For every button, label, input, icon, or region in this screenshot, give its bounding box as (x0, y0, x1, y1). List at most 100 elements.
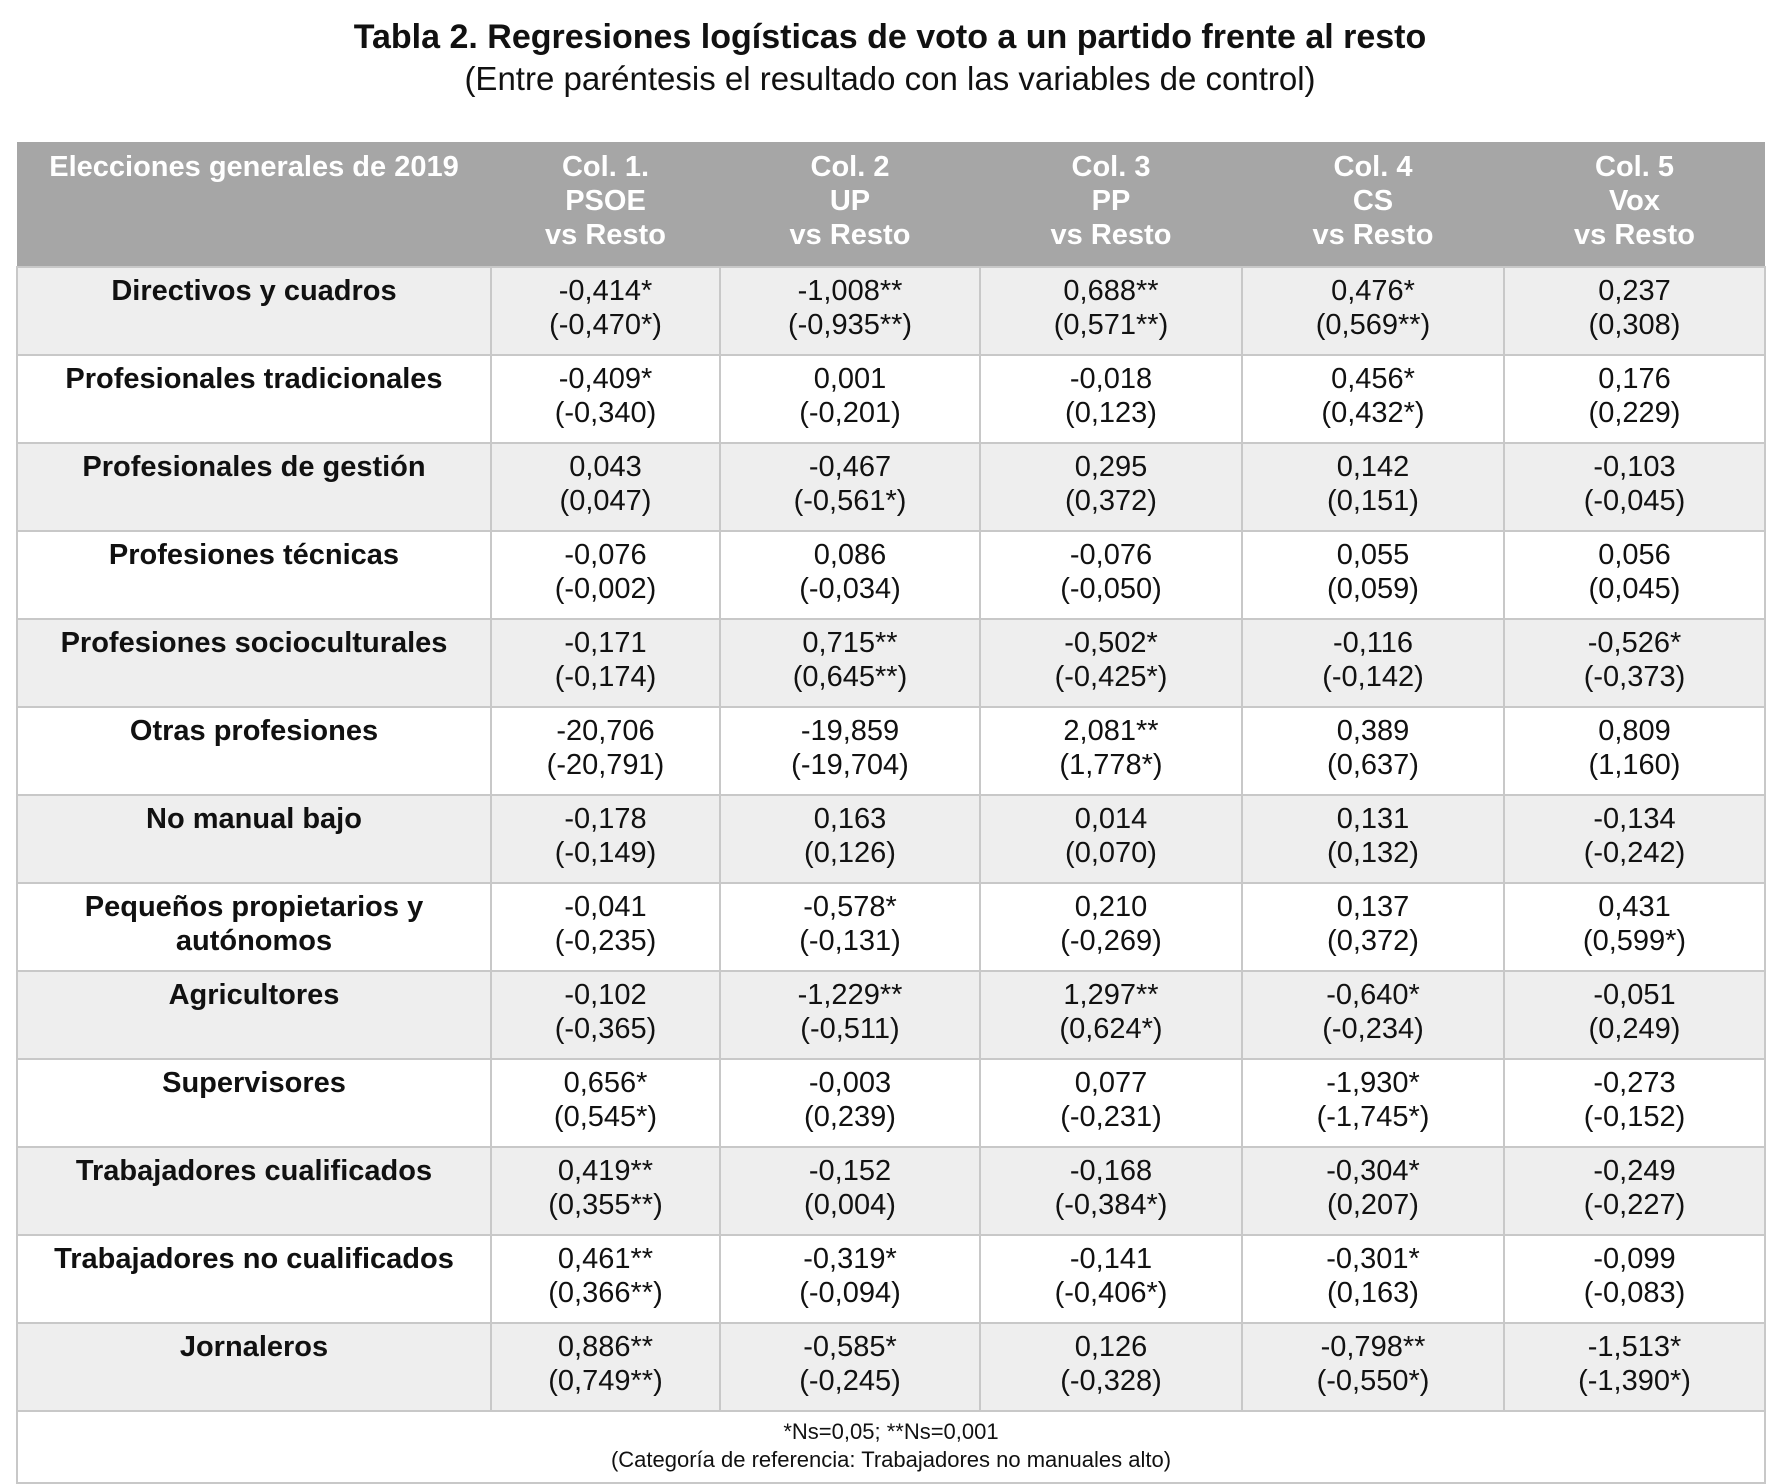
row-label-text: Pequeños propietarios y (84, 891, 424, 923)
coefficient-cell: 0,137 (0,372) (1241, 882, 1505, 972)
coefficient-cell: -0,467 (-0,561*) (719, 442, 981, 532)
coefficient-cell: -1,008** (-0,935**) (719, 266, 981, 356)
coefficient-value: -0,319* (803, 1243, 897, 1275)
coefficient-controlled-value: (0,004) (804, 1189, 896, 1221)
table-row: No manual bajo -0,178 (-0,149) 0,163 (0,126)… (16, 794, 1766, 884)
coefficient-controlled-value: (0,432*) (1321, 397, 1425, 429)
coefficient-cell: 0,043 (0,047) (490, 442, 721, 532)
row-label-text: Trabajadores cualificados (75, 1155, 433, 1187)
coefficient-value: 0,142 (1336, 451, 1410, 483)
coefficient-controlled-value: (-0,235) (554, 925, 657, 957)
table-title: Tabla 2. Regresiones logísticas de voto … (353, 18, 1427, 56)
row-label-text: autónomos (175, 925, 333, 957)
coefficient-cell: 0,126 (-0,328) (979, 1322, 1243, 1412)
coefficient-value: -0,018 (1069, 363, 1153, 395)
row-label: Profesiones técnicas (16, 530, 492, 620)
coefficient-cell: 0,014 (0,070) (979, 794, 1243, 884)
coefficient-value: -0,102 (564, 979, 647, 1011)
coefficient-value: -0,414* (558, 275, 653, 307)
row-label: Trabajadores cualificados (16, 1146, 492, 1236)
coefficient-cell: -1,229** (-0,511) (719, 970, 981, 1060)
coefficient-controlled-value: (-0,149) (554, 837, 657, 869)
coefficient-value: 0,656* (563, 1067, 648, 1099)
coefficient-cell: 2,081** (1,778*) (979, 706, 1243, 796)
coefficient-cell: 0,131 (0,132) (1241, 794, 1505, 884)
coefficient-value: 0,055 (1336, 539, 1410, 571)
coefficient-controlled-value: (0,569**) (1315, 309, 1431, 341)
coefficient-cell: 0,237 (0,308) (1503, 266, 1766, 356)
coefficient-value: 0,056 (1598, 539, 1671, 571)
header-col-4: Col. 4 CS vs Resto (1242, 142, 1504, 267)
coefficient-value: -0,578* (803, 891, 897, 923)
header-col-3: Col. 3 PP vs Resto (980, 142, 1242, 267)
coefficient-cell: -0,798** (-0,550*) (1241, 1322, 1505, 1412)
coefficient-value: 0,137 (1336, 891, 1410, 923)
coefficient-controlled-value: (0,123) (1065, 397, 1157, 429)
coefficient-cell: -0,103 (-0,045) (1503, 442, 1766, 532)
coefficient-cell: -0,414* (-0,470*) (490, 266, 721, 356)
coefficient-cell: 0,431 (0,599*) (1503, 882, 1766, 972)
row-label: Directivos y cuadros (16, 266, 492, 356)
coefficient-cell: -0,003 (0,239) (719, 1058, 981, 1148)
table-row: Trabajadores no cualificados 0,461** (0,36… (16, 1234, 1766, 1324)
row-label-text: No manual bajo (146, 803, 362, 835)
coefficient-value: 0,086 (813, 539, 887, 571)
coefficient-controlled-value: (0,571**) (1053, 309, 1169, 341)
coefficient-controlled-value: (-1,390*) (1578, 1365, 1691, 1397)
coefficient-controlled-value: (0,249) (1588, 1013, 1681, 1045)
coefficient-value: -0,134 (1593, 803, 1676, 835)
coefficient-value: 0,809 (1598, 715, 1671, 747)
coefficient-value: -0,798** (1320, 1331, 1426, 1363)
coefficient-controlled-value: (0,047) (559, 485, 652, 517)
coefficient-controlled-value: (-0,340) (554, 397, 657, 429)
coefficient-cell: 0,656* (0,545*) (490, 1058, 721, 1148)
coefficient-controlled-value: (-0,094) (799, 1277, 901, 1309)
coefficient-cell: -0,301* (0,163) (1241, 1234, 1505, 1324)
header-row: Elecciones generales de 2019 Col. 1. PSOE… (17, 142, 1765, 267)
regression-table: Elecciones generales de 2019 Col. 1. PSOE… (16, 142, 1766, 1484)
coefficient-controlled-value: (0,059) (1327, 573, 1419, 605)
coefficient-controlled-value: (-0,511) (800, 1013, 900, 1045)
coefficient-controlled-value: (-20,791) (546, 749, 665, 781)
header-col-2: Col. 2 UP vs Resto (720, 142, 980, 267)
coefficient-cell: -0,273 (-0,152) (1503, 1058, 1766, 1148)
coefficient-value: 1,297** (1063, 979, 1159, 1011)
coefficient-controlled-value: (0,749**) (548, 1365, 663, 1397)
coefficient-cell: -0,041 (-0,235) (490, 882, 721, 972)
coefficient-value: -1,930* (1326, 1067, 1420, 1099)
coefficient-cell: 0,163 (0,126) (719, 794, 981, 884)
coefficient-controlled-value: (0,645**) (792, 661, 908, 693)
coefficient-value: 0,886** (557, 1331, 654, 1363)
coefficient-cell: 0,688** (0,571**) (979, 266, 1243, 356)
coefficient-value: 0,176 (1598, 363, 1671, 395)
coefficient-value: -0,640* (1326, 979, 1420, 1011)
coefficient-cell: -1,930* (-1,745*) (1241, 1058, 1505, 1148)
row-label: Supervisores (16, 1058, 492, 1148)
coefficient-cell: -0,502* (-0,425*) (979, 618, 1243, 708)
coefficient-cell: 0,001 (-0,201) (719, 354, 981, 444)
coefficient-cell: -0,319* (-0,094) (719, 1234, 981, 1324)
table-footnote: *Ns=0,05; **Ns=0,001 (Categoría de refer… (16, 1410, 1766, 1484)
coefficient-controlled-value: (1,778*) (1059, 749, 1163, 781)
coefficient-cell: 0,077 (-0,231) (979, 1058, 1243, 1148)
coefficient-cell: -0,152 (0,004) (719, 1146, 981, 1236)
table-row: Profesiones técnicas -0,076 (-0,002) 0,086(… (16, 530, 1766, 620)
row-label-text: Profesionales tradicionales (65, 363, 443, 395)
table-row: Jornaleros 0,886** (0,749**) -0,585* (-0,245… (16, 1322, 1766, 1412)
coefficient-value: -0,171 (564, 627, 647, 659)
coefficient-cell: 0,461** (0,366**) (490, 1234, 721, 1324)
coefficient-value: -0,301* (1326, 1243, 1420, 1275)
coefficient-controlled-value: (1,160) (1588, 749, 1681, 781)
coefficient-controlled-value: (-0,034) (799, 573, 901, 605)
table-row: Otras profesiones -20,706 (-20,791) -19,859… (16, 706, 1766, 796)
coefficient-controlled-value: (-0,425*) (1054, 661, 1168, 693)
coefficient-value: 2,081** (1063, 715, 1159, 747)
table-row: Profesionales de gestión 0,043 (0,047) -0,4… (16, 442, 1766, 532)
coefficient-value: 0,456* (1331, 363, 1415, 395)
coefficient-value: 0,001 (813, 363, 887, 395)
coefficient-controlled-value: (0,132) (1327, 837, 1419, 869)
coefficient-cell: -0,171 (-0,174) (490, 618, 721, 708)
coefficient-controlled-value: (0,070) (1065, 837, 1157, 869)
coefficient-controlled-value: (-0,131) (799, 925, 901, 957)
coefficient-controlled-value: (0,372) (1327, 925, 1419, 957)
